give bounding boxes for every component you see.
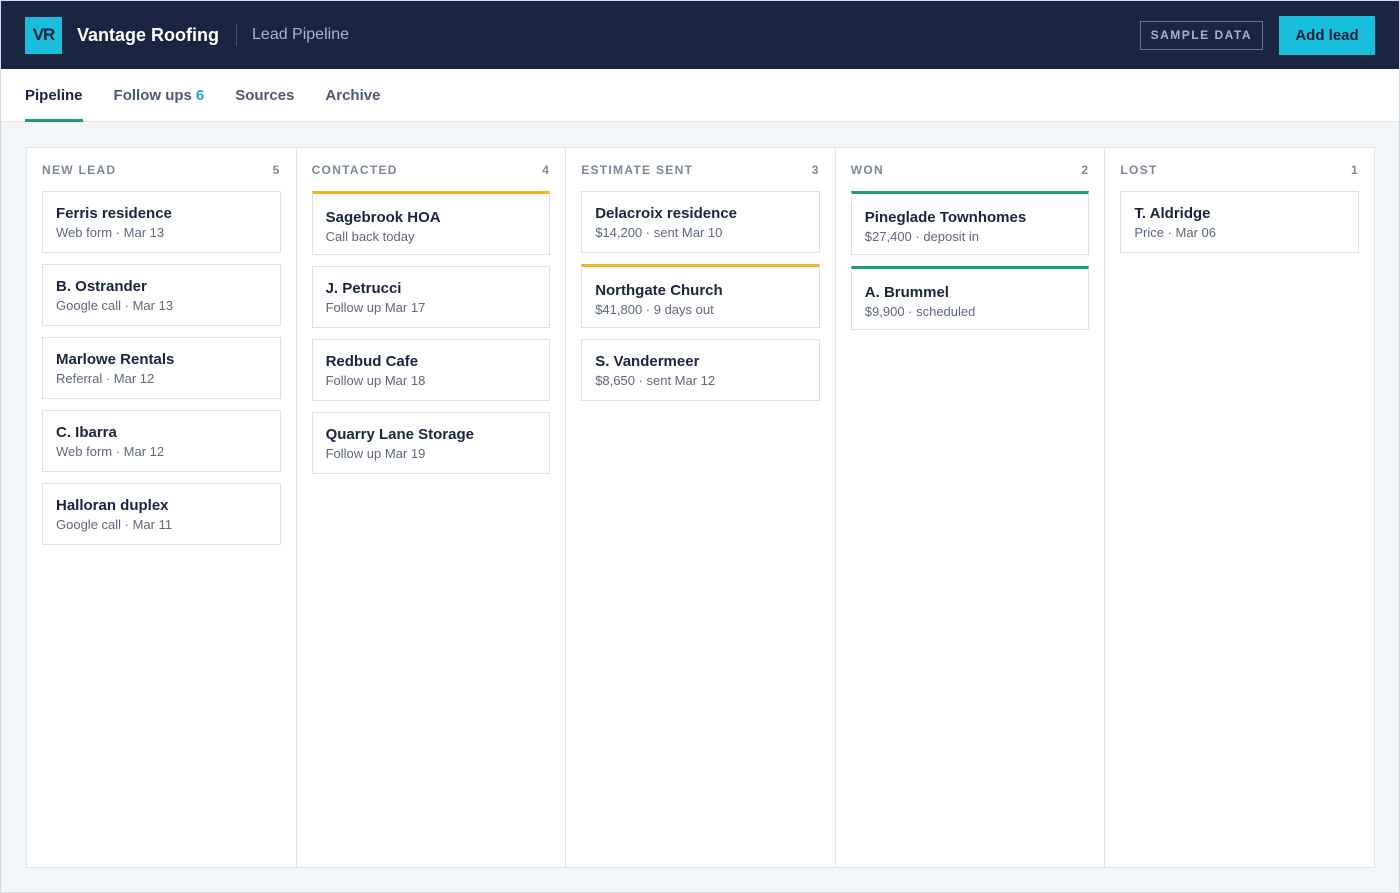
column-count: 3	[811, 163, 820, 177]
lead-name: B. Ostrander	[56, 278, 147, 295]
lead-card[interactable]: C. Ibarra Web form · Mar 12	[42, 410, 281, 472]
lead-card[interactable]: Marlowe Rentals Referral · Mar 12	[42, 337, 281, 399]
lead-card[interactable]: Ferris residence Web form · Mar 13	[42, 191, 281, 253]
column-header: LOST 1	[1120, 163, 1359, 179]
brand-name: Vantage Roofing	[77, 24, 220, 45]
lead-card[interactable]: J. Petrucci Follow up Mar 17	[311, 266, 551, 328]
lead-card[interactable]: Delacroix residence $14,200 · sent Mar 1…	[581, 191, 820, 253]
column-title: LOST	[1120, 163, 1158, 177]
lead-card-won[interactable]: Pineglade Townhomes $27,400 · deposit in	[850, 191, 1090, 255]
tab-label: Pipeline	[25, 86, 83, 104]
lead-name: Delacroix residence	[595, 205, 737, 222]
column-contacted: CONTACTED 4 Sagebrook HOA Call back toda…	[297, 148, 567, 867]
pipeline-board: NEW LEAD 5 Ferris residence Web form · M…	[26, 147, 1375, 868]
column-header: WON 2	[851, 163, 1090, 179]
follow-ups-count: 6	[195, 86, 205, 104]
lead-name: Sagebrook HOA	[325, 209, 441, 226]
lead-meta: Google call · Mar 13	[56, 298, 174, 313]
tab-bar: Pipeline Follow ups 6 Sources Archive	[1, 69, 1399, 122]
lead-name: J. Petrucci	[325, 280, 402, 297]
lead-meta: Google call · Mar 11	[56, 517, 173, 532]
lead-name: Quarry Lane Storage	[325, 426, 474, 443]
column-count: 2	[1081, 163, 1090, 177]
lead-meta: Follow up Mar 18	[325, 373, 426, 388]
lead-card[interactable]: Quarry Lane Storage Follow up Mar 19	[311, 412, 551, 474]
lead-card-won[interactable]: A. Brummel $9,900 · scheduled	[850, 266, 1090, 330]
lead-name: Halloran duplex	[56, 497, 169, 514]
lead-card-flagged[interactable]: Sagebrook HOA Call back today	[311, 191, 551, 255]
tab-label: Sources	[235, 86, 295, 104]
lead-name: Marlowe Rentals	[56, 351, 175, 368]
tab-pipeline[interactable]: Pipeline	[25, 69, 83, 122]
lead-meta: $9,900 · scheduled	[864, 304, 976, 319]
lead-meta: Price · Mar 06	[1134, 225, 1217, 240]
lead-card[interactable]: Halloran duplex Google call · Mar 11	[42, 483, 281, 545]
lead-meta: Web form · Mar 12	[56, 444, 165, 459]
column-header: NEW LEAD 5	[42, 163, 281, 179]
lead-name: A. Brummel	[864, 284, 949, 301]
add-lead-button[interactable]: Add lead	[1279, 15, 1375, 55]
lead-meta: Follow up Mar 19	[325, 446, 426, 461]
lead-meta: Web form · Mar 13	[56, 225, 165, 240]
lead-card-flagged[interactable]: Northgate Church $41,800 · 9 days out	[581, 264, 820, 328]
column-count: 4	[542, 163, 551, 177]
column-count: 1	[1350, 163, 1359, 177]
top-bar: VR Vantage Roofing Lead Pipeline SAMPLE …	[1, 1, 1399, 69]
column-new-lead: NEW LEAD 5 Ferris residence Web form · M…	[27, 148, 297, 867]
lead-meta: $41,800 · 9 days out	[595, 302, 714, 317]
column-lost: LOST 1 T. Aldridge Price · Mar 06	[1105, 148, 1374, 867]
tab-label: Archive	[325, 86, 381, 104]
column-header: CONTACTED 4	[312, 163, 551, 179]
lead-meta: $14,200 · sent Mar 10	[595, 225, 723, 240]
lead-card[interactable]: S. Vandermeer $8,650 · sent Mar 12	[581, 339, 820, 401]
lead-meta: $8,650 · sent Mar 12	[595, 373, 716, 388]
lead-meta: Referral · Mar 12	[56, 371, 155, 386]
column-title: CONTACTED	[311, 163, 398, 177]
page-subtitle: Lead Pipeline	[252, 26, 349, 43]
lead-name: Ferris residence	[56, 205, 172, 222]
lead-meta: Call back today	[325, 229, 415, 244]
header-divider	[236, 24, 238, 46]
lead-name: Redbud Cafe	[325, 353, 419, 370]
logo: VR	[25, 16, 62, 54]
tab-sources[interactable]: Sources	[235, 69, 294, 121]
column-won: WON 2 Pineglade Townhomes $27,400 · depo…	[836, 148, 1106, 867]
lead-meta: $27,400 · deposit in	[864, 229, 979, 244]
column-title: ESTIMATE SENT	[581, 163, 694, 177]
tab-follow-ups[interactable]: Follow ups 6	[114, 69, 205, 121]
lead-name: Northgate Church	[595, 282, 723, 299]
column-title: WON	[850, 163, 885, 177]
lead-name: C. Ibarra	[56, 424, 117, 441]
sample-data-badge: SAMPLE DATA	[1139, 20, 1263, 50]
column-header: ESTIMATE SENT 3	[581, 163, 820, 179]
column-count: 5	[272, 163, 281, 177]
lead-card[interactable]: B. Ostrander Google call · Mar 13	[42, 264, 281, 326]
lead-name: S. Vandermeer	[595, 353, 700, 370]
tab-archive[interactable]: Archive	[325, 69, 380, 121]
lead-card[interactable]: T. Aldridge Price · Mar 06	[1120, 191, 1359, 253]
lead-meta: Follow up Mar 17	[325, 300, 426, 315]
lead-card[interactable]: Redbud Cafe Follow up Mar 18	[311, 339, 551, 401]
lead-name: T. Aldridge	[1134, 205, 1211, 222]
tab-label: Follow ups	[113, 86, 192, 104]
column-estimate-sent: ESTIMATE SENT 3 Delacroix residence $14,…	[566, 148, 836, 867]
lead-name: Pineglade Townhomes	[864, 209, 1027, 226]
column-title: NEW LEAD	[42, 163, 117, 177]
